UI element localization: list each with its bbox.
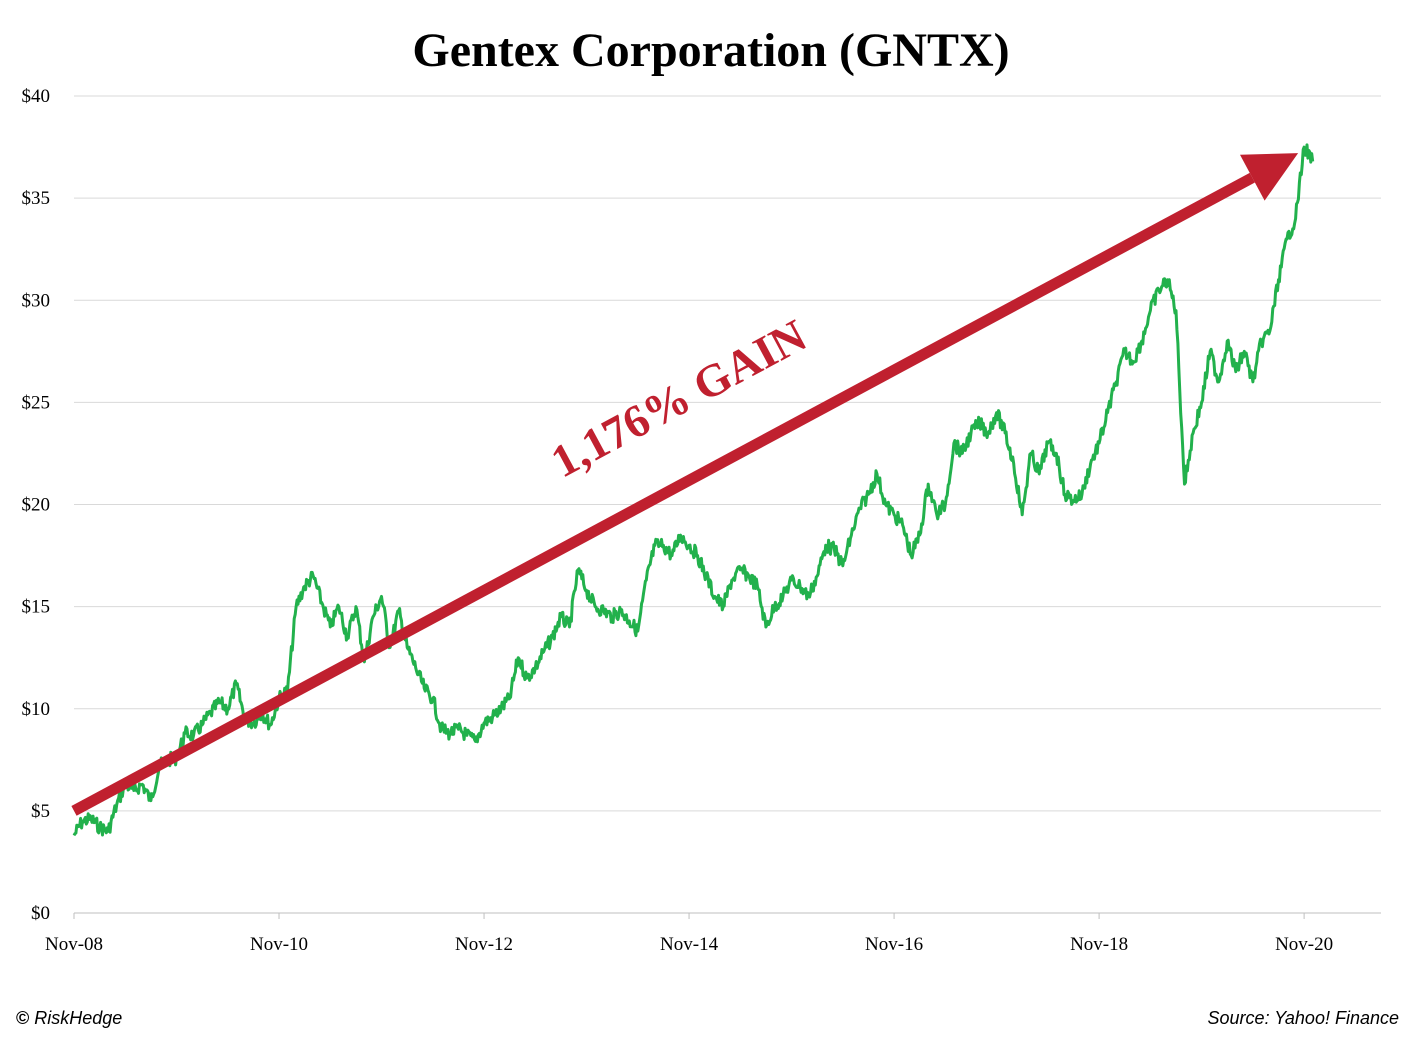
x-tick-label: Nov-14 <box>660 934 719 955</box>
x-tick-label: Nov-08 <box>45 934 103 955</box>
source-credit: Source: Yahoo! Finance <box>1207 1008 1399 1028</box>
x-tick-label: Nov-18 <box>1070 934 1128 955</box>
y-tick-label: $10 <box>22 699 51 720</box>
y-tick-label: $40 <box>22 86 51 107</box>
price-line <box>72 143 1315 837</box>
gain-arrow <box>71 153 1299 816</box>
annotations: 1,176% GAIN <box>543 309 815 487</box>
x-axis: Nov-08 Nov-10 Nov-12 Nov-14 Nov-16 Nov-18 Nov-… <box>45 912 1381 955</box>
trend-arrow-head <box>1240 153 1299 201</box>
y-tick-label: $30 <box>22 290 51 311</box>
y-tick-label: $15 <box>22 597 51 618</box>
gridlines <box>74 95 1381 812</box>
copyright-text: RiskHedge <box>34 1008 123 1028</box>
y-tick-label: $25 <box>22 392 51 413</box>
chart-title: Gentex Corporation (GNTX) <box>412 24 1009 77</box>
y-axis-ticks: $0 $5 $10 $15 $20 $25 $30 $35 $40 <box>22 86 51 924</box>
y-tick-label: $35 <box>22 188 51 209</box>
y-tick-label: $5 <box>31 801 50 822</box>
price-series <box>72 143 1315 837</box>
y-tick-label: $20 <box>22 495 51 516</box>
x-tick-label: Nov-16 <box>865 934 923 955</box>
trend-arrow-shaft <box>71 172 1255 816</box>
x-tick-label: Nov-12 <box>455 934 513 955</box>
copyright-credit: © RiskHedge <box>16 1008 122 1029</box>
y-tick-label: $0 <box>31 903 50 924</box>
copyright-icon: © <box>16 1008 30 1028</box>
x-tick-label: Nov-10 <box>250 934 308 955</box>
gain-annotation: 1,176% GAIN <box>543 309 815 487</box>
x-tick-label: Nov-20 <box>1275 934 1333 955</box>
